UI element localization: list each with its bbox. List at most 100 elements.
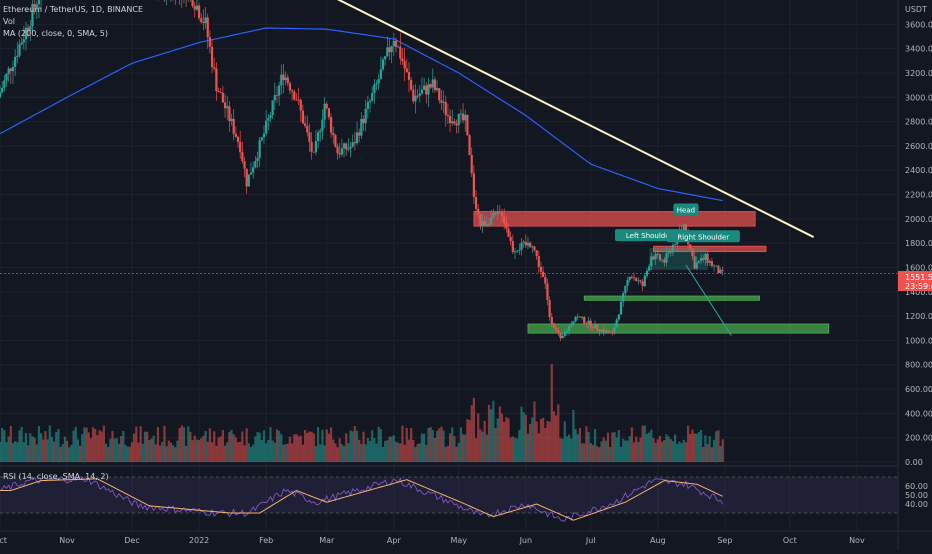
candle-body [27,27,30,31]
support-zone [527,323,830,334]
ma-label[interactable]: MA (200, close, 0, SMA, 5) [3,29,108,38]
volume-bar [390,436,393,462]
candle-body [0,92,2,98]
volume-bar [280,434,283,462]
volume-bar [44,431,47,462]
volume-bar [371,430,374,462]
price-axis[interactable]: 3600.00 3400.00 3200.00 3000.00 2800.00 2600.… [897,0,932,550]
symbol-line[interactable]: Ethereum / TetherUS, 1D, BINANCE [3,5,143,14]
annotation-label[interactable] [673,203,699,216]
volume-bar [355,430,359,462]
annotation-label[interactable] [614,229,684,242]
time-tick-label: Jul [585,536,596,545]
rsi-label[interactable]: RSI (14, close, SMA, 14, 2) [3,472,109,481]
candle-body [719,269,722,274]
candle-body [661,259,664,261]
volume-bar [360,443,363,462]
candle-body [604,330,607,333]
volume-bar [455,446,458,462]
annotations[interactable]: Head Left Shoulder Right Shoulder [614,203,740,243]
volume-bar [498,406,501,462]
volume-bar [401,425,404,462]
annotation-label[interactable] [666,230,740,243]
candle-body [494,212,497,214]
volume-bar [260,440,263,462]
candle-body [645,270,649,276]
candle-body [278,85,281,96]
volume-bar [156,426,160,462]
volume-bar [189,431,192,462]
candle-body [500,212,504,217]
price-tick-label: 3400.00 [905,45,932,54]
volume-bar [174,447,177,462]
volume-bar [217,437,220,462]
volume-bar [522,412,525,462]
volume-bar [195,439,199,462]
candle-body [524,241,527,246]
candle-body [442,101,445,103]
volume-bar [637,441,640,462]
volume-bar [340,444,343,462]
volume-bar [641,425,644,462]
candle-body [704,253,707,260]
volume-bar [674,434,677,462]
volume-bar [351,431,354,462]
volume-bar [232,434,235,462]
volume-bar [46,439,49,462]
candle-body [5,73,8,81]
trend-line[interactable] [304,0,815,238]
candle-body [531,246,534,248]
volume-label[interactable]: Vol [3,17,15,26]
candle-body [316,132,320,142]
candle-body [29,26,32,31]
volume-bar [347,443,350,462]
volume-bar [697,432,701,462]
candle-body [230,118,233,121]
volume-bar [438,428,441,462]
candle-body [706,253,709,263]
candle-body [228,106,231,121]
volume-bar [544,427,547,462]
volume-bar [652,438,655,462]
candle-body [234,133,237,137]
volume-bar [451,427,454,462]
volume-bar [329,427,333,462]
candle-body [202,22,205,24]
volume-bar [102,425,105,462]
candle-body [252,167,255,173]
volume-bar [11,443,15,462]
volume-bar [1,427,4,462]
candle-body [635,278,638,281]
volume-bar [122,431,125,462]
candle-body [223,102,227,109]
volume-bar [518,429,521,462]
candle-body [587,320,590,324]
candle-body [265,120,268,134]
candle-body [204,17,207,24]
volume-bar [332,439,335,462]
drawings[interactable] [0,0,898,336]
volume-bar [284,444,287,462]
volume-bar [115,438,118,462]
volume-bar [297,436,300,462]
candle-body [260,137,263,141]
volume-bar [42,439,45,462]
candle-body [557,329,560,334]
candle-body [399,46,402,59]
volume-bar [321,429,324,462]
candle-body [695,262,698,269]
volume-bar [684,442,688,462]
candle-body [548,300,551,317]
volume-bar [104,443,108,462]
time-axis[interactable]: Oct Nov Dec 2022 Feb Mar Apr May Jun Jul Aug Sep Oct… [0,530,932,545]
time-tick-label: Mar [319,536,335,545]
candle-body [479,213,482,227]
candle-body [453,121,456,124]
candle-body [258,140,261,158]
candle-body [226,106,229,109]
candle-body [567,326,571,332]
candle-body [267,117,270,121]
price-tick-label: 200.00 [905,434,932,443]
